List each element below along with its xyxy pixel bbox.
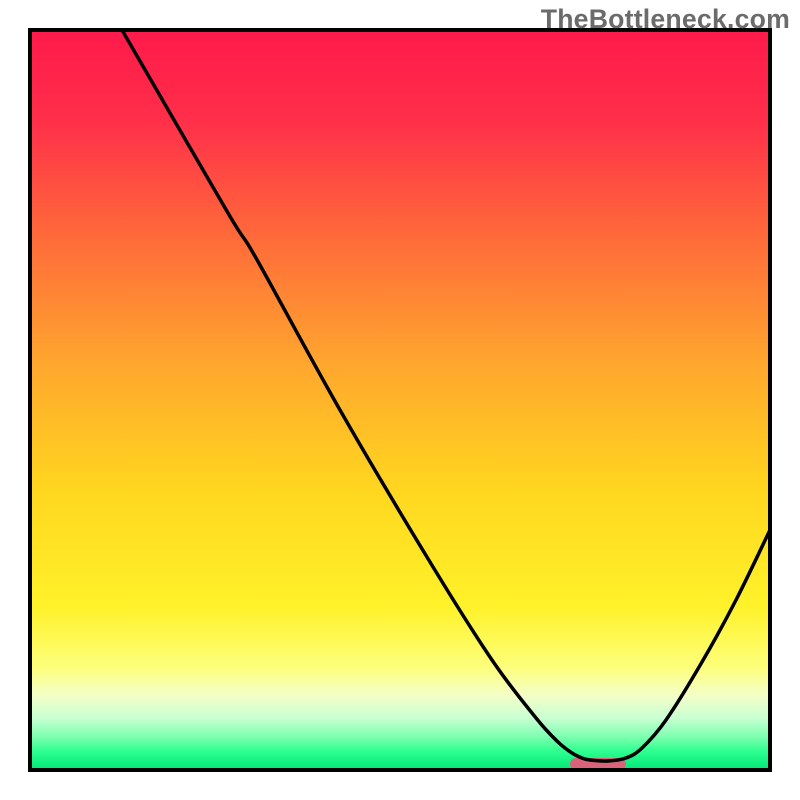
chart-stage: TheBottleneck.com: [0, 0, 800, 800]
plot-background: [30, 30, 770, 770]
bottleneck-chart: [0, 0, 800, 800]
watermark-text: TheBottleneck.com: [541, 4, 790, 35]
